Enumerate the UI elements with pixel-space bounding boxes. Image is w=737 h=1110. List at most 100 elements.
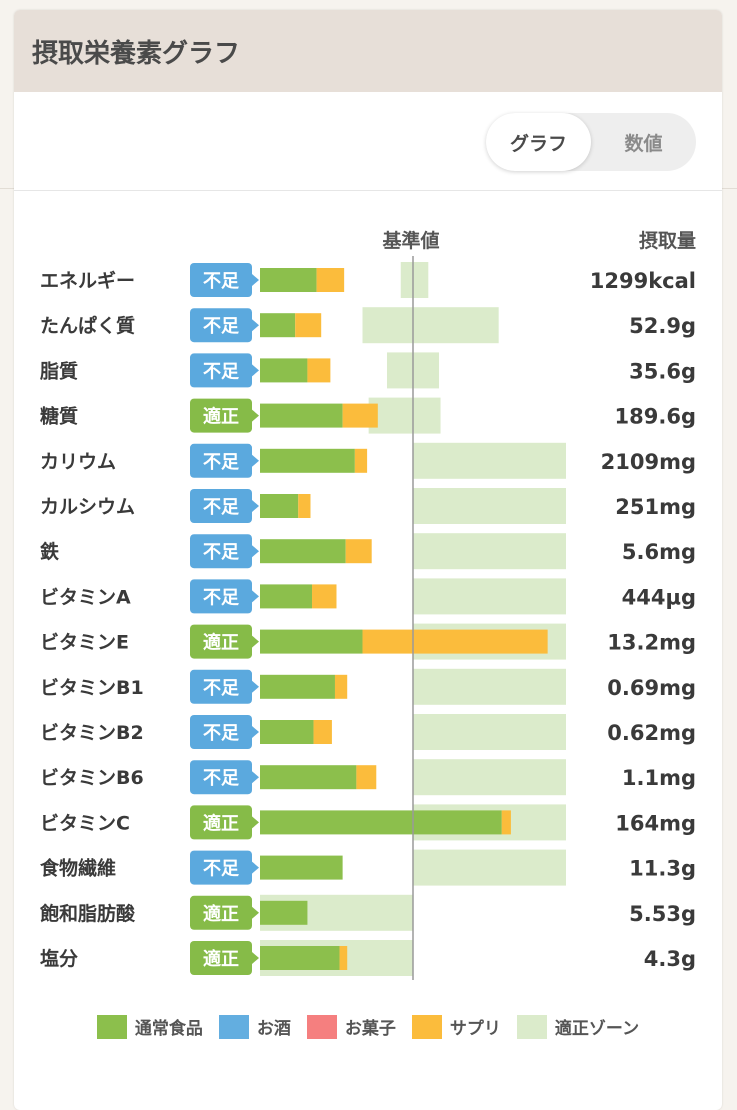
status-badge-pointer	[252, 635, 259, 648]
status-badge-pointer	[252, 952, 259, 964]
bar-normal-food	[260, 674, 335, 699]
nutrient-label: 塩分	[40, 947, 78, 970]
bar-supplement	[334, 674, 348, 699]
intake-value: 164mg	[615, 811, 696, 835]
status-badge	[190, 443, 252, 478]
header-divider	[14, 190, 722, 191]
legend-swatch	[306, 1014, 337, 1039]
intake-value: 11.3g	[629, 857, 696, 881]
bar-normal-food	[260, 358, 308, 383]
optimal-zone	[413, 442, 566, 479]
status-badge	[190, 895, 252, 930]
intake-value: 0.69mg	[607, 676, 696, 700]
legend-swatch	[516, 1014, 547, 1039]
optimal-zone	[413, 533, 566, 570]
status-badge	[190, 624, 252, 659]
bar-normal-food	[260, 448, 355, 473]
intake-value: 35.6g	[629, 359, 696, 383]
legend-item: お酒	[218, 1014, 291, 1039]
intake-value: 52.9g	[629, 314, 696, 338]
status-badge-label: 適正	[203, 903, 239, 925]
legend-swatch	[96, 1014, 127, 1039]
intake-value: 251mg	[615, 495, 696, 519]
bar-normal-food	[260, 946, 340, 970]
status-badge	[190, 805, 252, 840]
status-badge	[190, 579, 252, 614]
status-badge-pointer	[252, 274, 259, 286]
status-badge	[190, 850, 252, 885]
bar-normal-food	[260, 268, 317, 292]
optimal-zone	[413, 849, 566, 886]
view-toggle: グラフ 数値	[486, 113, 696, 171]
nutrient-label: ビタミンC	[40, 812, 130, 834]
intake-value: 4.3g	[644, 947, 696, 971]
legend-item: 適正ゾーン	[516, 1014, 639, 1039]
intake-value: 0.62mg	[607, 721, 696, 745]
status-badge	[190, 263, 252, 297]
status-badge-pointer	[252, 726, 259, 738]
nutrient-graph-card: 摂取栄養素グラフ グラフ 数値 基準値 摂取量 エネルギー 不足 1299kcal たんぱ…	[14, 10, 722, 1110]
status-badge-pointer	[252, 409, 259, 422]
status-badge-label: 適正	[203, 948, 239, 970]
legend-swatch	[411, 1014, 442, 1039]
status-badge-label: 不足	[203, 361, 239, 382]
bar-supplement	[312, 584, 337, 609]
legend-label: お酒	[256, 1019, 291, 1039]
intake-header: 摂取量	[639, 229, 696, 252]
bar-normal-food	[260, 810, 502, 835]
legend-item: 通常食品	[96, 1014, 203, 1039]
graph-tab[interactable]: グラフ	[486, 113, 591, 171]
nutrient-label: ビタミンB2	[40, 722, 144, 744]
nutrient-label: 脂質	[40, 359, 78, 382]
status-badge-label: 不足	[203, 542, 239, 563]
reference-header: 基準値	[381, 229, 439, 252]
status-badge-pointer	[252, 680, 259, 693]
status-badge	[190, 941, 252, 975]
bar-supplement	[316, 268, 345, 292]
status-badge-pointer	[252, 454, 259, 467]
status-badge-label: 適正	[203, 632, 239, 654]
status-badge-label: 不足	[203, 678, 239, 699]
status-badge-label: 不足	[203, 859, 239, 880]
status-badge-label: 不足	[203, 723, 239, 744]
bar-supplement	[298, 494, 311, 518]
bar-supplement	[354, 448, 368, 473]
nutrient-label: カリウム	[40, 451, 116, 473]
optimal-zone	[413, 668, 566, 705]
status-badge-pointer	[252, 771, 259, 784]
optimal-zone	[400, 262, 429, 298]
bar-normal-food	[260, 720, 314, 744]
status-badge-pointer	[252, 319, 259, 332]
intake-value: 5.53g	[629, 902, 696, 926]
nutrient-label: 飽和脂肪酸	[39, 902, 136, 925]
optimal-zone	[413, 714, 566, 750]
status-badge	[190, 353, 252, 388]
bar-normal-food	[260, 900, 308, 925]
legend-label: お菓子	[344, 1019, 396, 1039]
value-tab[interactable]: 数値	[624, 132, 663, 155]
nutrient-label: ビタミンB6	[40, 767, 144, 789]
legend-item: お菓子	[306, 1014, 396, 1039]
status-badge	[190, 534, 252, 569]
nutrient-label: エネルギー	[40, 270, 135, 292]
card-title: 摂取栄養素グラフ	[32, 38, 241, 69]
bar-supplement	[295, 313, 322, 338]
legend-label: 通常食品	[134, 1019, 203, 1039]
nutrient-label: ビタミンE	[40, 632, 129, 654]
intake-value: 1.1mg	[622, 766, 696, 790]
optimal-zone	[413, 759, 566, 796]
bar-supplement	[356, 765, 377, 790]
chart-legend: 通常食品 お酒 お菓子 サプリ 適正ゾーン	[14, 1014, 722, 1039]
optimal-zone	[368, 397, 441, 434]
status-badge-label: 不足	[203, 452, 239, 473]
bar-normal-food	[260, 539, 346, 564]
optimal-zone	[362, 307, 499, 344]
intake-value: 5.6mg	[622, 540, 696, 564]
status-badge-pointer	[252, 861, 259, 874]
intake-value: 189.6g	[615, 405, 696, 429]
bar-supplement	[362, 629, 548, 654]
status-badge-pointer	[252, 364, 259, 377]
nutrient-label: 糖質	[40, 405, 78, 428]
status-badge	[190, 489, 252, 523]
nutrient-label: ビタミンA	[40, 586, 131, 608]
